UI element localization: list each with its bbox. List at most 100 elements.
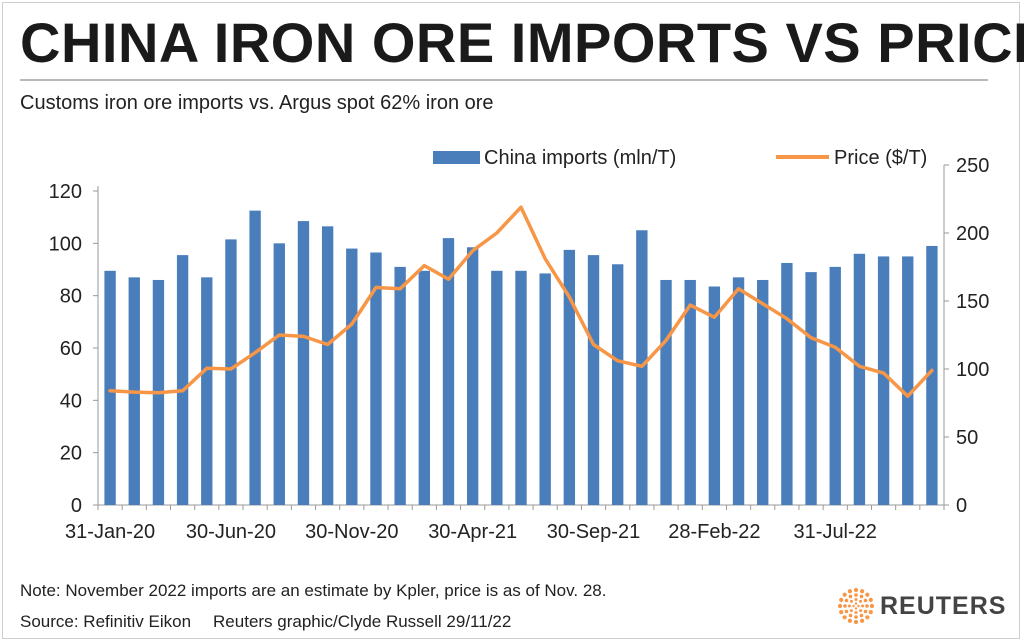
logo-dot [839,597,844,602]
price-point [181,389,184,392]
logo-dot [868,610,873,615]
import-bar [781,262,793,505]
source-line: Source: Refinitiv Eikon Reuters graphic/C… [20,612,511,632]
line-series [108,205,934,398]
import-bar [853,253,866,505]
logo-dot [854,593,858,597]
import-bar [829,266,841,505]
import-bar [902,256,914,505]
y-left-tick-label: 40 [60,390,82,412]
x-tick-label: 30-Apr-21 [428,521,517,543]
y-right-tick-label: 200 [956,223,989,245]
logo-dot [865,592,870,597]
title-divider [20,79,988,81]
price-point [785,317,789,320]
price-point [930,369,934,372]
price-point [374,286,378,289]
credit-text: Reuters graphic/Clyde Russell 29/11/22 [213,612,512,631]
import-bar [394,266,406,505]
price-point [906,395,909,398]
logo-dot [859,613,864,618]
import-bar [684,279,696,505]
logo-dot [854,611,858,614]
logo-dot [849,609,853,613]
logo-dot [861,604,864,608]
logo-dot [854,615,858,619]
price-point [519,205,523,209]
price-point [689,303,692,307]
import-bar [442,238,455,505]
logo-dot [863,598,868,603]
import-bar [104,270,116,505]
price-point [253,351,257,354]
logo-dot [854,598,858,601]
logo-dot [865,615,870,620]
logo-dot [854,602,858,605]
logo-dot [860,618,865,623]
legend-imports-label: China imports (mln/T) [484,147,676,169]
x-tick-label: 30-Sep-21 [547,521,640,543]
page-title: CHINA IRON ORE IMPORTS VS PRICE [20,11,1024,74]
price-point [326,343,329,346]
import-bar [515,270,527,505]
chart-subtitle: Customs iron ore imports vs. Argus spot … [20,92,494,114]
logo-dot [848,604,851,608]
logo-dot [848,613,853,618]
logo-dot [859,609,863,613]
logo-dot [839,610,844,615]
logo-dot [848,594,853,599]
x-tick-label: 28-Feb-22 [668,521,760,543]
logo-dot [847,618,852,623]
import-bar [539,273,551,505]
y-left-tick-label: 120 [49,181,82,203]
import-bar [587,255,600,505]
combo-chart: 0 20 40 60 80 100 120 0 50 100 150 200 250 31-Jan-20 3… [49,147,990,543]
import-bar [660,279,672,505]
logo-dot [853,588,859,593]
import-bar [732,277,745,505]
legend: China imports (mln/T) Price ($/T) [433,147,927,169]
import-bar [757,279,769,505]
legend-bar-swatch [433,151,480,164]
logo-dot [842,592,847,597]
price-point [858,365,861,368]
price-point [205,367,208,370]
logo-dot [857,604,860,608]
logo-dot [865,604,869,608]
logo-dot [849,599,853,603]
price-point [350,322,353,326]
y-right-tick-label: 250 [956,155,989,177]
y-right-tick-label: 50 [956,427,978,449]
price-point [834,346,837,349]
import-bar [466,247,479,505]
y-right-tick-label: 0 [956,495,967,517]
price-point [713,316,716,319]
price-point [157,391,160,394]
y-left-tick-label: 80 [60,286,82,308]
import-bar [926,245,938,505]
import-bar [273,243,285,505]
price-point [640,365,644,368]
import-bar [708,286,721,505]
x-tick-label: 31-Jul-22 [794,521,877,543]
x-tick-label: 30-Nov-20 [305,521,398,543]
price-point [423,264,426,267]
price-point [809,336,813,339]
y-left-tick-label: 100 [49,233,82,255]
logo-dot [863,609,868,614]
import-bar [346,248,358,506]
price-point [447,278,450,281]
logo-dot [853,619,859,624]
y-right-tick-label: 100 [956,359,989,381]
logo-dot [859,599,863,603]
y-left-tick-label: 20 [60,443,82,465]
logo-dot [844,598,849,603]
price-point [133,390,136,394]
price-point [108,389,112,392]
reuters-logo: REUTERS [838,588,1006,624]
price-point [568,295,571,299]
logo-dot [859,594,864,599]
reuters-logo-icon [838,588,874,624]
logo-dot [847,589,852,594]
import-bar [249,210,261,505]
